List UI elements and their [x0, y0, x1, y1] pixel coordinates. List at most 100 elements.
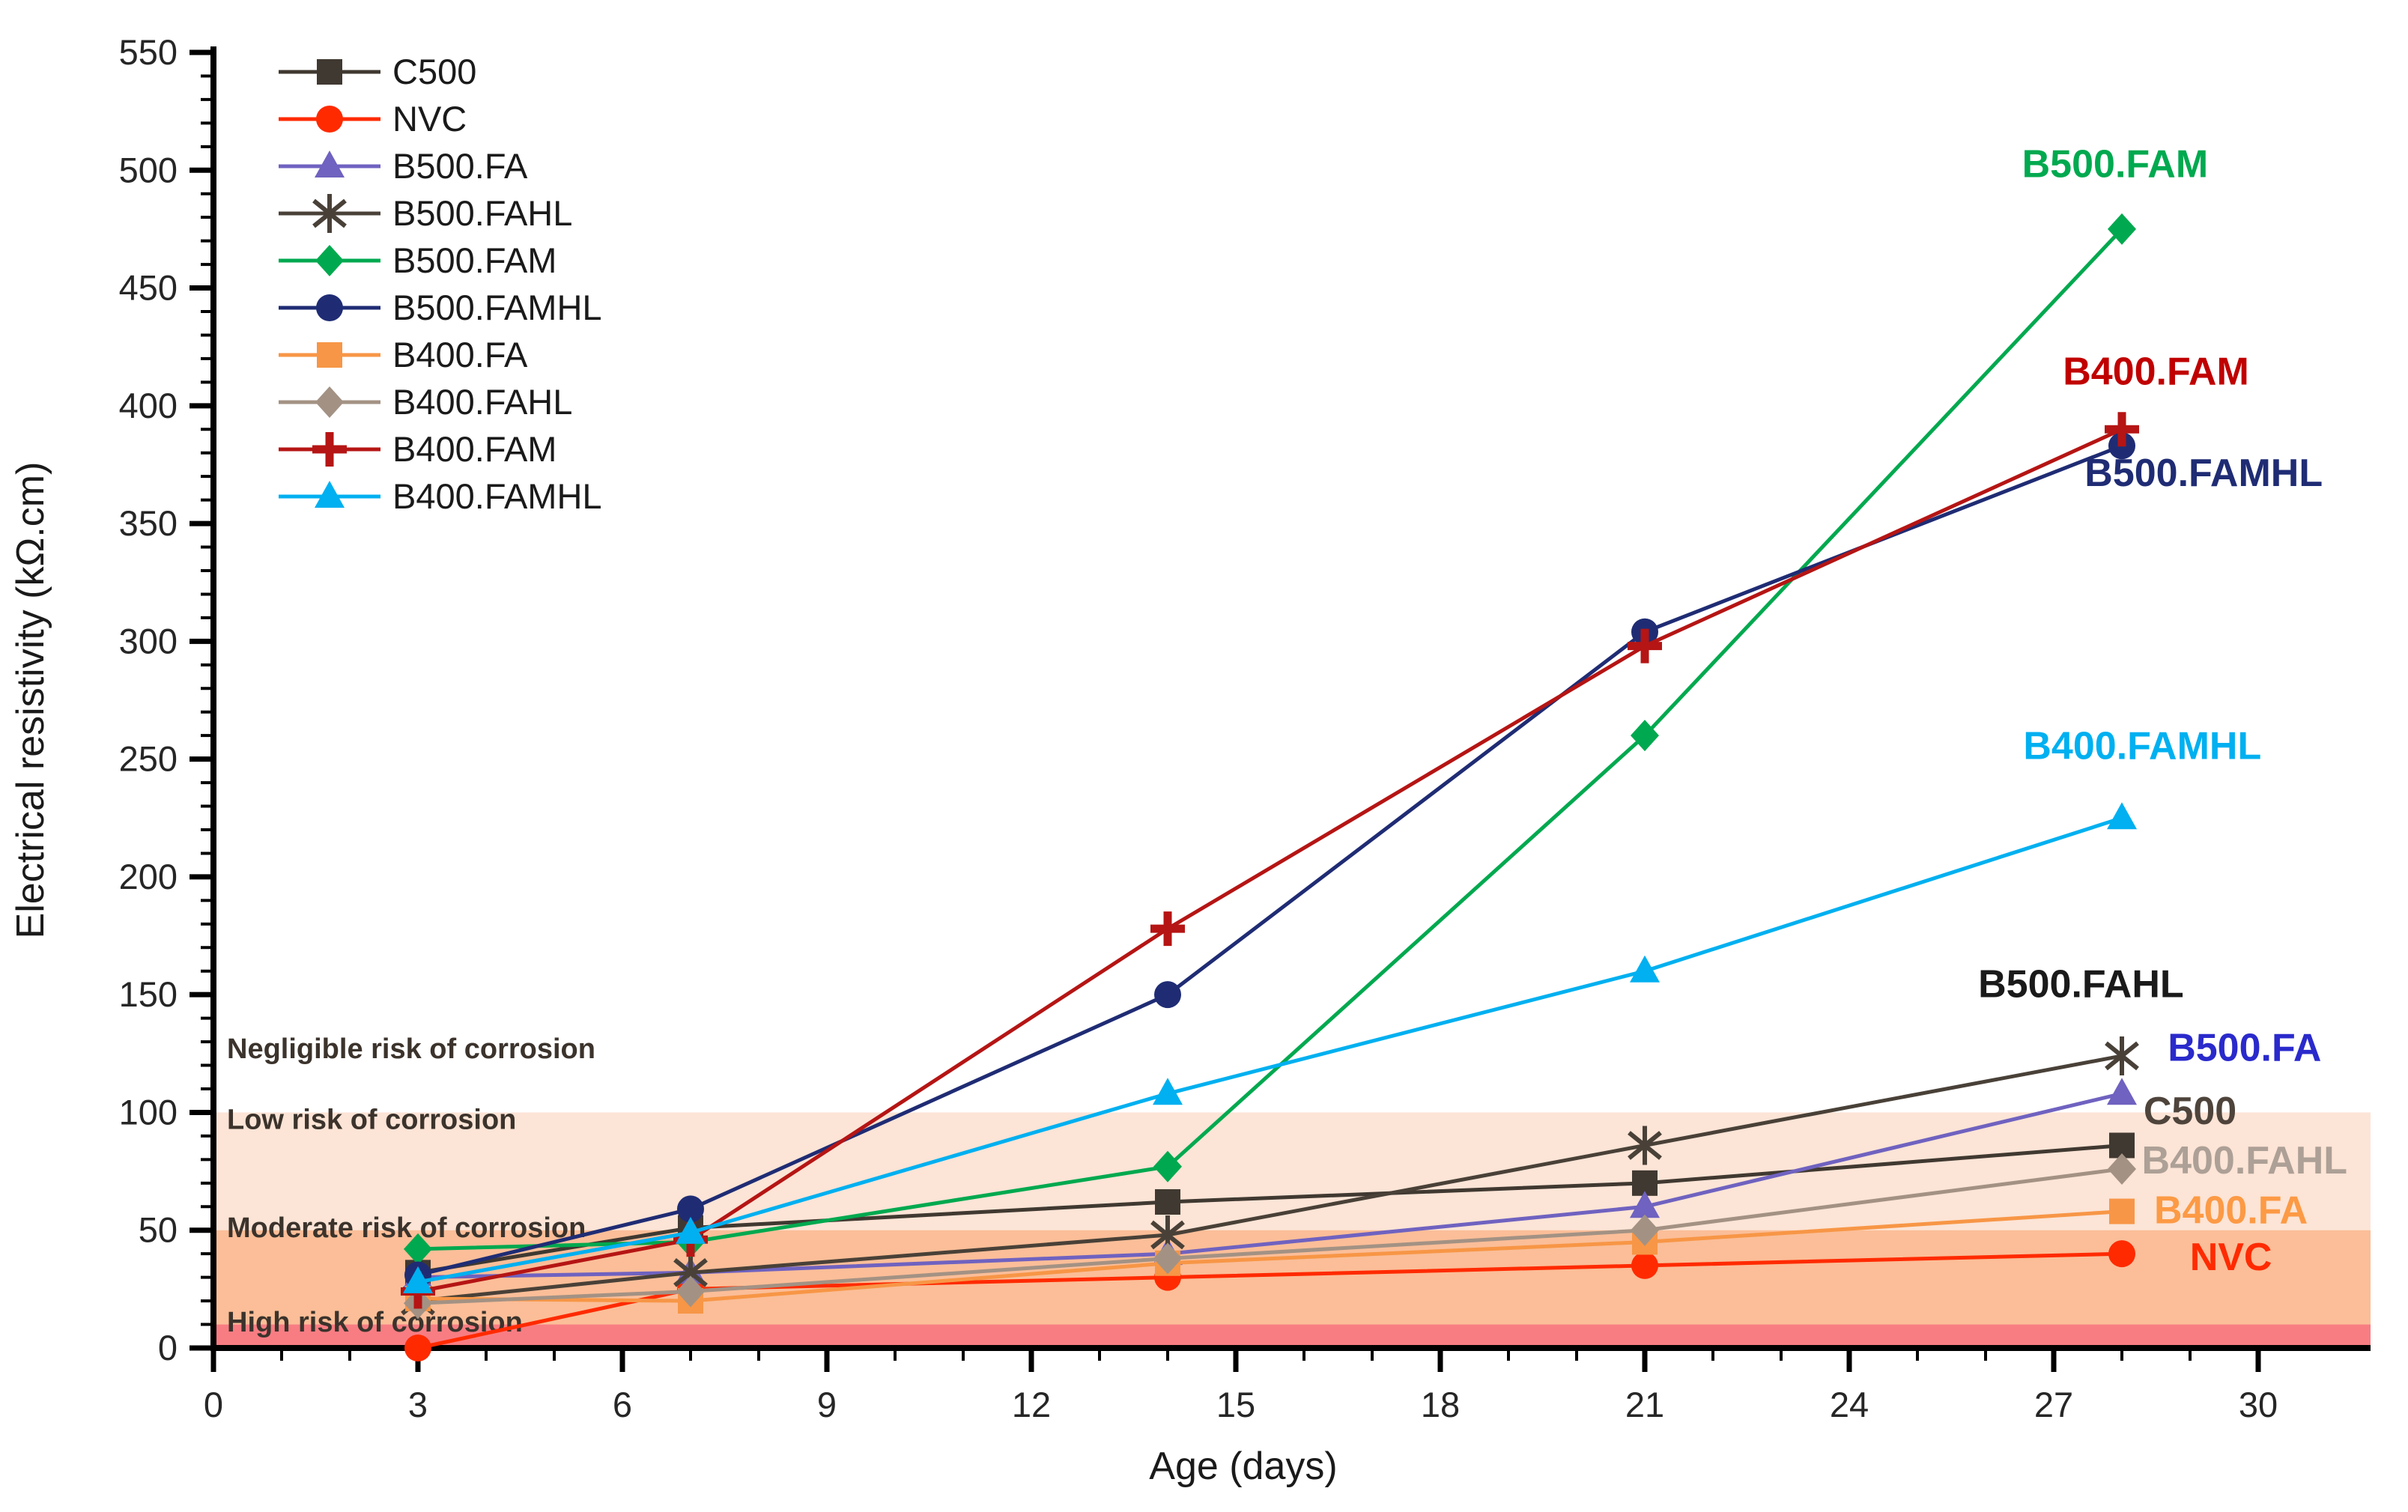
B400.FAMHL-marker [676, 1216, 706, 1244]
B400.FAM-marker [1150, 911, 1185, 947]
B500.FAHL-marker [1628, 1126, 1662, 1165]
series-B400.FAMHL [403, 802, 2137, 1293]
B500.FAM-marker [1631, 720, 1659, 752]
y-axis-ticks: 0 50 100 150 200 250 300 350 400 450 500 550 [119, 32, 213, 1367]
y-tick-label: 100 [119, 1092, 178, 1132]
series-label-B500.FAMHL: B500.FAMHL [2084, 452, 2323, 495]
x-tick-label: 30 [2239, 1385, 2278, 1424]
B500.FA-marker [1630, 1191, 1660, 1218]
B400.FAMHL-marker [2107, 802, 2137, 830]
legend-marker-B400.FA [317, 342, 342, 368]
B400.FAMHL-marker [403, 1266, 433, 1293]
B400.FAHL-marker [1153, 1242, 1182, 1275]
x-tick-label: 6 [613, 1385, 632, 1424]
legend-marker-NVC [316, 106, 343, 133]
legend-label-B500.FAMHL: B500.FAMHL [392, 288, 602, 327]
risk-zone-band [213, 1324, 2371, 1348]
B400.FAM-marker [1628, 628, 1662, 664]
legend-marker-B400.FAMHL [315, 481, 345, 508]
x-tick-label: 0 [204, 1385, 223, 1424]
x-tick-label: 3 [408, 1385, 428, 1424]
y-tick-label: 550 [119, 32, 178, 72]
legend-marker-B400.FAM [312, 432, 347, 467]
y-tick-label: 50 [139, 1210, 178, 1250]
NVC-marker [2108, 1240, 2135, 1268]
series-label-B500.FAM: B500.FAM [2022, 143, 2209, 186]
B400.FAMHL-marker [1153, 1078, 1183, 1105]
x-tick-label: 27 [2034, 1385, 2073, 1424]
legend-label-NVC: NVC [392, 99, 467, 139]
NVC-marker [404, 1335, 431, 1361]
series-label-NVC: NVC [2190, 1236, 2272, 1279]
series-line-B500.FAM [417, 228, 2123, 1251]
B500.FAMHL-marker [1154, 981, 1181, 1009]
legend-label-B400.FAM: B400.FAM [392, 429, 556, 469]
y-tick-label: 450 [119, 268, 178, 308]
series-label-C500: C500 [2144, 1090, 2236, 1133]
y-tick-label: 0 [158, 1328, 178, 1367]
B500.FAHL-marker [2105, 1036, 2139, 1075]
legend-label-B500.FAM: B500.FAM [392, 240, 556, 280]
legend-marker-B500.FAMHL [316, 294, 343, 321]
B500.FAM-marker [404, 1233, 432, 1265]
y-tick-label: 500 [119, 150, 178, 189]
y-tick-label: 300 [119, 621, 178, 661]
legend-label-C500: C500 [392, 52, 476, 91]
B400.FAM-marker [2105, 412, 2139, 447]
legend-label-B400.FA: B400.FA [392, 335, 528, 374]
axis-titles: Age (days) Electrical resistivity (kΩ.cm) [9, 462, 1338, 1488]
y-tick-label: 400 [119, 386, 178, 425]
y-tick-label: 150 [119, 974, 178, 1014]
risk-zone-labels: Negligible risk of corrosion Low risk of … [227, 1033, 595, 1338]
C500-marker [1155, 1188, 1180, 1215]
x-axis-title: Age (days) [1149, 1445, 1337, 1488]
B500.FAM-marker [2108, 213, 2136, 245]
B500.FAMHL-marker [677, 1195, 704, 1223]
legend-label-B500.FAHL: B500.FAHL [392, 193, 572, 233]
B400.FAHL-marker [2108, 1153, 2136, 1185]
B400.FA-marker [2109, 1198, 2135, 1224]
series-label-B500.FAHL: B500.FAHL [1978, 962, 2184, 1006]
legend-marker-B500.FA [315, 151, 345, 177]
x-tick-label: 15 [1216, 1385, 1255, 1424]
x-tick-label: 9 [817, 1385, 837, 1424]
B400.FAHL-marker [1631, 1214, 1659, 1246]
y-tick-label: 250 [119, 739, 178, 779]
B500.FAM-marker [1153, 1150, 1182, 1182]
y-axis-title: Electrical resistivity (kΩ.cm) [9, 462, 52, 939]
series-annotations: C500 NVC B500.FA B500.FAHL B500.FAM B500.FAMH… [1978, 143, 2347, 1279]
series-label-B400.FA: B400.FA [2154, 1188, 2308, 1232]
NVC-marker [1631, 1251, 1658, 1279]
legend-label-B500.FA: B500.FA [392, 146, 528, 186]
series-label-B400.FAHL: B400.FAHL [2142, 1139, 2348, 1182]
series-B500.FAM [404, 213, 2136, 1265]
risk-zone-label: Negligible risk of corrosion [227, 1033, 595, 1065]
y-tick-label: 350 [119, 503, 178, 543]
B400.FAHL-marker [676, 1275, 705, 1308]
x-tick-label: 21 [1625, 1385, 1664, 1424]
legend-label-B400.FAHL: B400.FAHL [392, 382, 572, 422]
series-label-B500.FA: B500.FA [2168, 1026, 2321, 1069]
legend-label-B400.FAMHL: B400.FAMHL [392, 476, 602, 516]
series-B400.FAM [401, 412, 2139, 1309]
x-tick-label: 24 [1830, 1385, 1869, 1424]
B400.FAMHL-marker [1630, 955, 1660, 983]
x-tick-label: 12 [1012, 1385, 1051, 1424]
series-label-B400.FAMHL: B400.FAMHL [2023, 725, 2261, 768]
risk-zone-label: Low risk of corrosion [227, 1104, 516, 1135]
legend-marker-B500.FAM [315, 245, 344, 276]
legend-marker-C500 [317, 59, 342, 85]
legend: C500 NVC B500.FA B500.FAHL B500.FAM B500.FAMH… [279, 52, 602, 516]
x-axis-ticks: 0 3 6 9 12 15 18 21 24 27 30 [204, 1348, 2278, 1424]
y-tick-label: 200 [119, 857, 178, 896]
risk-zone-label: High risk of corrosion [227, 1307, 523, 1338]
B500.FA-marker [2107, 1078, 2137, 1105]
legend-marker-B500.FAHL [312, 194, 347, 233]
series-label-B400.FAM: B400.FAM [2063, 350, 2249, 394]
risk-zone-label: Moderate risk of corrosion [227, 1212, 586, 1244]
legend-marker-B400.FAHL [315, 386, 344, 418]
series-NVC [404, 1240, 2135, 1361]
x-tick-label: 18 [1421, 1385, 1460, 1424]
